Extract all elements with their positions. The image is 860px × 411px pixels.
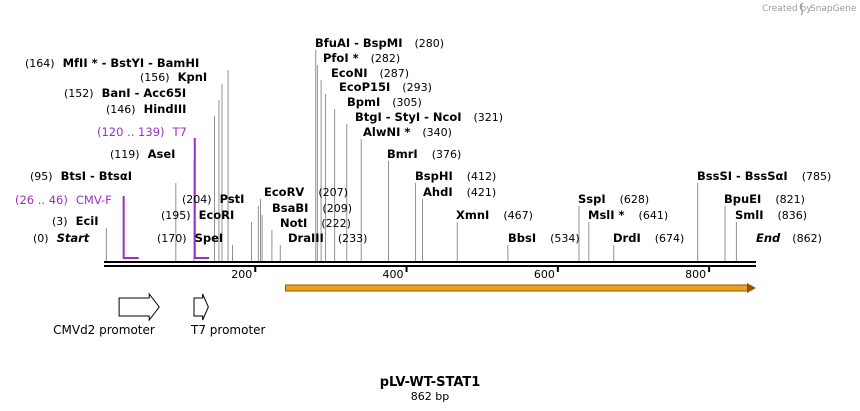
start-pos: (0)	[33, 232, 49, 245]
feature-cmvd2-promoter[interactable]: CMVd2 promoter	[53, 292, 160, 337]
orf-arrow[interactable]	[285, 283, 756, 293]
svg-text:End(862): End (862)	[756, 231, 822, 245]
site-label[interactable]: (156) KpnI	[140, 70, 207, 84]
site-label[interactable]: BbsI (534)	[508, 231, 580, 245]
primer-name-t7: T7	[172, 125, 187, 139]
feature-label-t7: T7 promoter	[190, 323, 266, 337]
ruler-ticks: 200 400 600 800	[231, 266, 711, 281]
start-label: Start	[57, 231, 90, 245]
site-label[interactable]: EcoP15I (293)	[339, 80, 432, 94]
credit-text: Created by	[762, 4, 812, 14]
ruler-tick-label: 400	[383, 268, 404, 281]
site-label[interactable]: BmrI (376)	[387, 147, 461, 161]
site-label[interactable]: BtgI - StyI - NcoI (321)	[355, 110, 503, 124]
site-label[interactable]: (119) AseI	[110, 147, 175, 161]
site-label[interactable]: (170) SpeI	[157, 231, 223, 245]
svg-text:(26 .. 46)CMV-F: (26 .. 46) CMV-F	[15, 193, 112, 207]
primer-range-cmv-f: (26 .. 46)	[15, 193, 68, 207]
site-label[interactable]: DrdI (674)	[613, 231, 684, 245]
primer-t7[interactable]: (120 .. 139) T7	[97, 125, 210, 259]
site-label[interactable]: MslI * (641)	[588, 208, 668, 222]
site-label[interactable]: SmlI (836)	[735, 208, 807, 222]
site-label[interactable]: BspHI (412)	[415, 169, 496, 183]
site-label[interactable]: BfuAI - BspMI (280)	[315, 36, 444, 50]
site-label[interactable]: NotI (222)	[280, 216, 351, 230]
map-length: 862 bp	[411, 390, 449, 403]
primer-range-t7: (120 .. 139)	[97, 125, 165, 139]
snapgene-logo-icon	[799, 2, 804, 16]
svg-text:(120 .. 139)T7: (120 .. 139) T7	[97, 125, 187, 139]
site-label[interactable]: (95) BtsI - BtsαI	[30, 169, 132, 183]
site-label[interactable]: PfoI * (282)	[323, 51, 400, 65]
svg-text:(0)Start: (0) Start	[33, 231, 90, 245]
ruler-tick-label: 800	[685, 268, 706, 281]
site-label[interactable]: AlwNI * (340)	[363, 125, 452, 139]
site-label[interactable]: AhdI (421)	[423, 185, 496, 199]
site-label[interactable]: DraIII (233)	[288, 231, 367, 245]
primer-cmv-f[interactable]: (26 .. 46) CMV-F	[15, 193, 139, 259]
site-label[interactable]: (195) EcoRI	[161, 208, 234, 222]
site-label[interactable]: BsaBI (209)	[272, 201, 352, 215]
site-label[interactable]: SspI (628)	[578, 192, 649, 206]
site-label[interactable]: XmnI (467)	[456, 208, 533, 222]
end-label: End	[756, 231, 781, 245]
site-label[interactable]: (146) HindIII	[106, 102, 186, 116]
ruler-tick-label: 200	[231, 268, 252, 281]
site-label[interactable]: (3) EciI	[52, 214, 99, 228]
site-label[interactable]: (204) PstI	[182, 192, 244, 206]
site-label[interactable]: BssSI - BssSαI (785)	[697, 169, 831, 183]
enzyme-labels: (3) EciI (95) BtsI - BtsαI (119) AseI (146)…	[25, 36, 831, 245]
site-label[interactable]: BpmI (305)	[347, 95, 422, 109]
brand-name: SnapGene	[810, 4, 857, 14]
site-leader-lines	[105, 50, 737, 262]
end-pos: (862)	[792, 232, 822, 245]
site-label[interactable]: EcoNI (287)	[331, 66, 409, 80]
map-title: pLV-WT-STAT1	[380, 375, 481, 390]
feature-label-cmvd2: CMVd2 promoter	[53, 323, 155, 337]
feature-t7-promoter[interactable]: T7 promoter	[190, 293, 266, 337]
primer-name-cmv-f: CMV-F	[76, 193, 112, 207]
site-label[interactable]: EcoRV (207)	[264, 185, 348, 199]
ruler-tick-label: 600	[534, 268, 555, 281]
site-label[interactable]: (164) MfII * - BstYI - BamHI	[25, 56, 199, 70]
site-label[interactable]: BpuEI (821)	[724, 192, 805, 206]
site-label[interactable]: (152) BanI - Acc65I	[64, 86, 186, 100]
